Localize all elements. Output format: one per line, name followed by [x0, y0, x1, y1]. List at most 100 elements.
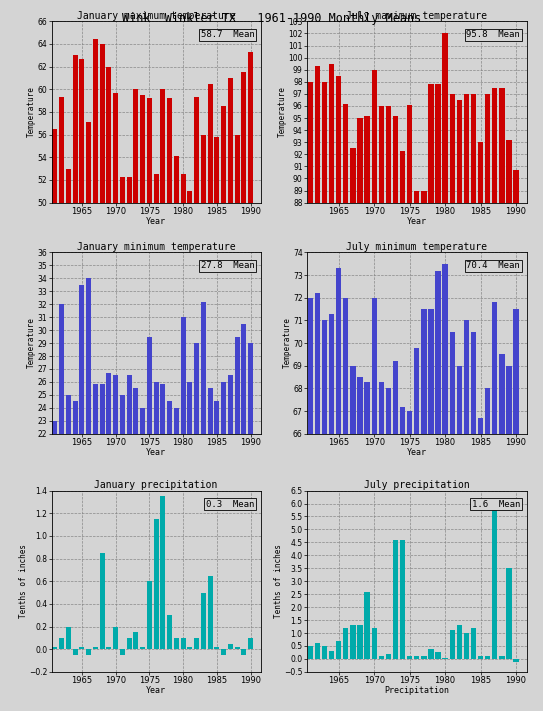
Bar [322, 646, 327, 659]
Bar [113, 92, 118, 203]
Bar [120, 395, 125, 434]
Bar [471, 628, 476, 659]
Bar [73, 55, 78, 203]
Bar [371, 70, 377, 203]
Bar [407, 105, 412, 203]
Bar [343, 628, 349, 659]
Bar [86, 649, 91, 655]
Bar [106, 373, 111, 434]
Bar [393, 540, 398, 659]
Y-axis label: Temperature: Temperature [277, 87, 287, 137]
Bar [248, 638, 253, 649]
Bar [478, 142, 483, 203]
Bar [214, 647, 219, 649]
Bar [386, 106, 391, 203]
Bar [329, 314, 334, 434]
Title: July precipitation: July precipitation [364, 480, 470, 490]
Bar [93, 39, 98, 203]
X-axis label: Year: Year [407, 217, 427, 226]
Bar [364, 382, 370, 434]
Bar [485, 388, 490, 434]
Bar [315, 643, 320, 659]
Bar [371, 628, 377, 659]
Bar [134, 632, 138, 649]
Bar [357, 118, 363, 203]
Bar [421, 191, 426, 203]
Bar [235, 134, 239, 203]
Bar [357, 377, 363, 434]
Bar [514, 659, 519, 661]
Bar [364, 116, 370, 203]
Bar [464, 633, 469, 659]
Bar [59, 304, 64, 434]
Bar [201, 592, 206, 649]
Bar [400, 151, 405, 203]
Bar [235, 647, 239, 649]
Bar [147, 336, 152, 434]
Bar [120, 649, 125, 655]
Bar [378, 106, 384, 203]
Bar [214, 401, 219, 434]
Bar [86, 278, 91, 434]
Bar [343, 104, 349, 203]
Bar [154, 382, 159, 434]
Bar [457, 625, 462, 659]
Bar [99, 44, 105, 203]
Bar [315, 66, 320, 203]
Bar [241, 73, 247, 203]
Y-axis label: Tenths of inches: Tenths of inches [274, 544, 283, 619]
Bar [221, 382, 226, 434]
Bar [134, 90, 138, 203]
Title: January precipitation: January precipitation [94, 480, 218, 490]
Text: Wink  Winkler TX   1961-1990 Monthly Means: Wink Winkler TX 1961-1990 Monthly Means [122, 12, 421, 25]
Bar [194, 638, 199, 649]
Bar [174, 638, 179, 649]
Bar [181, 638, 186, 649]
Bar [248, 52, 253, 203]
Bar [79, 647, 85, 649]
Bar [329, 651, 334, 659]
Bar [506, 568, 512, 659]
Bar [322, 82, 327, 203]
Bar [492, 302, 497, 434]
Bar [160, 496, 166, 649]
Bar [386, 654, 391, 659]
Bar [134, 388, 138, 434]
Bar [93, 647, 98, 649]
Bar [506, 140, 512, 203]
Bar [99, 553, 105, 649]
Title: July minimum temperature: July minimum temperature [346, 242, 487, 252]
Bar [393, 361, 398, 434]
Bar [201, 301, 206, 434]
Bar [154, 174, 159, 203]
Bar [499, 87, 504, 203]
Bar [464, 94, 469, 203]
Bar [207, 84, 213, 203]
Bar [435, 84, 441, 203]
Bar [207, 388, 213, 434]
Bar [147, 98, 152, 203]
Text: 1.6  Mean: 1.6 Mean [472, 500, 520, 508]
Bar [221, 107, 226, 203]
Bar [140, 647, 145, 649]
Bar [228, 78, 233, 203]
Bar [450, 94, 455, 203]
Bar [66, 169, 71, 203]
Bar [464, 321, 469, 434]
Bar [457, 100, 462, 203]
Bar [113, 375, 118, 434]
Bar [79, 285, 85, 434]
Title: July maximum temperature: July maximum temperature [346, 11, 487, 21]
Text: 70.4  Mean: 70.4 Mean [466, 262, 520, 270]
Bar [174, 408, 179, 434]
Text: 58.7  Mean: 58.7 Mean [200, 31, 254, 39]
Bar [53, 129, 58, 203]
Bar [86, 122, 91, 203]
Bar [343, 298, 349, 434]
Bar [194, 343, 199, 434]
Text: 0.3  Mean: 0.3 Mean [206, 500, 254, 508]
Bar [414, 656, 419, 659]
Bar [336, 641, 342, 659]
Bar [248, 343, 253, 434]
Bar [407, 656, 412, 659]
